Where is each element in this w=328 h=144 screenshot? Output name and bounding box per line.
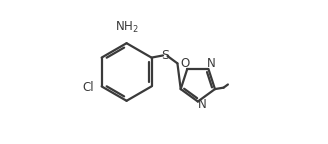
Text: S: S [161,49,169,62]
Text: N: N [197,98,206,111]
Text: O: O [180,57,189,70]
Text: N: N [207,57,215,70]
Text: NH$_2$: NH$_2$ [115,19,138,35]
Text: Cl: Cl [82,81,94,94]
